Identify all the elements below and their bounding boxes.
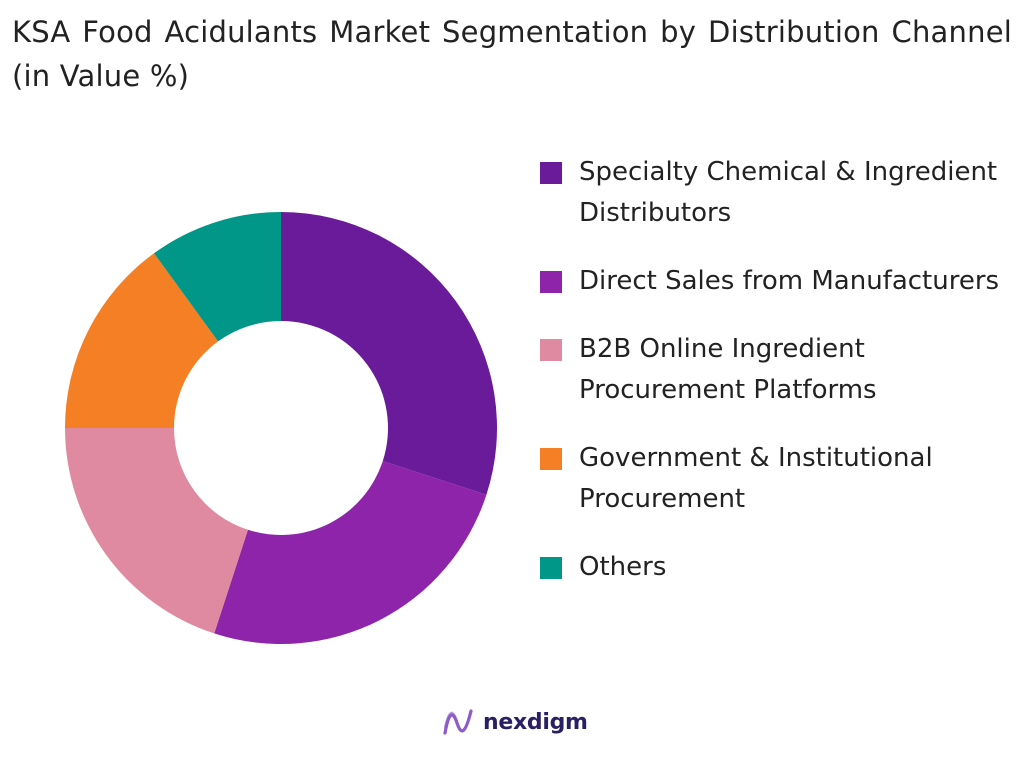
donut-slice (65, 253, 219, 428)
brand-name: nexdigm (483, 709, 588, 735)
brand-logo: nexdigm (441, 702, 588, 742)
logo-icon (443, 709, 473, 735)
donut-slice (154, 212, 281, 342)
legend-label: B2B Online Ingredient Procurement Platfo… (579, 334, 877, 405)
donut-slice (214, 461, 487, 644)
donut-slice (281, 212, 498, 495)
legend-swatch (540, 271, 562, 293)
legend-item: B2B Online Ingredient Procurement Platfo… (540, 329, 1010, 411)
legend-swatch (540, 162, 562, 184)
legend-label: Direct Sales from Manufacturers (579, 266, 1000, 296)
legend-label: Others (579, 552, 667, 582)
chart-legend: Specialty Chemical & Ingredient Distribu… (540, 152, 1010, 615)
legend-swatch (540, 448, 562, 470)
legend-item: Direct Sales from Manufacturers (540, 261, 1010, 302)
legend-label: Specialty Chemical & Ingredient Distribu… (579, 157, 998, 228)
legend-item: Specialty Chemical & Ingredient Distribu… (540, 152, 1010, 234)
legend-item: Government & Institutional Procurement (540, 438, 1010, 520)
legend-label: Government & Institutional Procurement (579, 443, 933, 514)
legend-swatch (540, 557, 562, 579)
donut-slice (65, 428, 248, 634)
chart-title: KSA Food Acidulants Market Segmentation … (12, 15, 1012, 93)
legend-item: Others (540, 547, 1010, 588)
legend-swatch (540, 339, 562, 361)
